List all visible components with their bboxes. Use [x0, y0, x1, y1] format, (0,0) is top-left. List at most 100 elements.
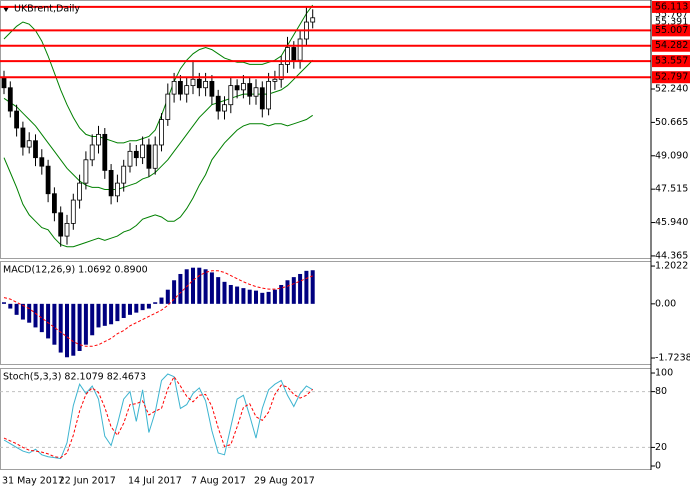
x-tick-label: 14 Jul 2017: [128, 476, 182, 487]
y-tick-label: 20: [655, 442, 667, 453]
macd-bar: [27, 303, 32, 323]
macd-bar: [58, 303, 63, 353]
candle-body: [215, 95, 221, 112]
macd-bar: [140, 303, 145, 311]
candle-body: [26, 140, 32, 148]
candle-body: [127, 150, 133, 167]
level-label-box: [652, 71, 690, 84]
candle-body: [291, 47, 297, 61]
y-tick-label: 100: [655, 368, 673, 379]
macd-bar: [115, 303, 120, 322]
macd-bar: [191, 267, 195, 304]
candle-body: [115, 182, 120, 197]
candle-body: [222, 104, 227, 112]
y-tick-label: 1.2022: [655, 261, 688, 272]
macd-bar: [203, 269, 208, 304]
macd-bar: [209, 272, 214, 304]
y-tick-label: 50.665: [655, 117, 688, 128]
candle-body: [7, 87, 13, 112]
band-line: [3, 114, 313, 248]
candle-body: [240, 83, 246, 91]
macd-bar: [178, 273, 183, 304]
macd-bar: [52, 303, 57, 345]
macd-bar: [216, 277, 221, 304]
candle-body: [190, 78, 196, 87]
candle-body: [203, 80, 209, 89]
candle-body: [14, 110, 20, 129]
candle-body: [196, 78, 202, 89]
menu-triangle: [3, 7, 9, 12]
candle-body: [184, 85, 190, 95]
candle-body: [108, 170, 114, 197]
candle-body: [146, 144, 152, 169]
level-label-box: [652, 24, 690, 37]
candle-body: [272, 78, 278, 82]
macd-bar: [20, 303, 25, 320]
macd-bar: [102, 303, 107, 326]
candle-body: [89, 144, 95, 161]
candle-body: [20, 127, 26, 148]
y-tick-label: -1.7238: [655, 353, 690, 364]
macd-bar: [172, 280, 177, 304]
level-label-box: [652, 0, 690, 13]
candle-body: [121, 165, 127, 184]
candle-body: [266, 80, 272, 110]
macd-bar: [134, 303, 139, 313]
panel-title: MACD(12,26,9) 1.0692 0.8900: [3, 265, 148, 276]
signal-line: [3, 270, 313, 347]
candle-body: [77, 182, 82, 201]
candle-body: [209, 80, 215, 97]
macd-bar: [254, 290, 258, 304]
macd-bar: [291, 277, 296, 304]
candle-body: [253, 87, 259, 97]
macd-bar: [96, 303, 101, 328]
macd-bar: [109, 303, 114, 325]
band-line: [3, 4, 314, 144]
macd-bar: [153, 302, 158, 304]
candle-body: [177, 80, 183, 95]
candle-body: [39, 157, 45, 167]
macd-bar: [235, 286, 240, 304]
macd-bar: [285, 280, 290, 304]
level-label: 56.113: [655, 1, 688, 12]
y-tick-label: 0: [655, 461, 661, 472]
candle-body: [83, 159, 89, 184]
level-label: 53.557: [655, 56, 688, 67]
price-label-box: [652, 17, 690, 28]
candle-body: [152, 144, 158, 169]
stoch-line: [3, 373, 313, 460]
level-label: 54.282: [655, 40, 688, 51]
x-tick-label: 22 Jun 2017: [59, 476, 116, 487]
candle-body: [171, 80, 177, 95]
candle-body: [58, 212, 64, 237]
level-label-box: [652, 39, 690, 52]
candle-body: [70, 199, 76, 224]
macd-bar: [197, 267, 202, 304]
price-label: 55.391: [655, 17, 688, 28]
macd-bar: [65, 303, 69, 358]
macd-bar: [8, 303, 13, 309]
macd-bar: [304, 270, 309, 304]
y-tick-label: 47.515: [655, 184, 688, 195]
candle-body: [45, 165, 51, 195]
macd-bar: [71, 303, 76, 356]
macd-bar: [14, 303, 19, 315]
macd-bar: [33, 303, 38, 328]
level-label-box: [652, 55, 690, 68]
macd-bar: [77, 303, 82, 351]
macd-bar: [241, 288, 246, 304]
macd-bar: [310, 270, 315, 304]
x-tick-label: 29 Aug 2017: [254, 476, 315, 487]
macd-bar: [279, 284, 284, 304]
candle-body: [102, 133, 108, 171]
y-tick-label: 49.090: [655, 150, 688, 161]
macd-bar: [272, 289, 277, 304]
candle-body: [310, 17, 316, 23]
price-label-box: [652, 9, 690, 20]
candle-body: [52, 193, 57, 214]
y-tick-label: 45.940: [655, 217, 688, 228]
candle-body: [228, 85, 234, 106]
x-tick-label: 31 May 2017: [2, 476, 64, 487]
candle-body: [96, 133, 101, 146]
